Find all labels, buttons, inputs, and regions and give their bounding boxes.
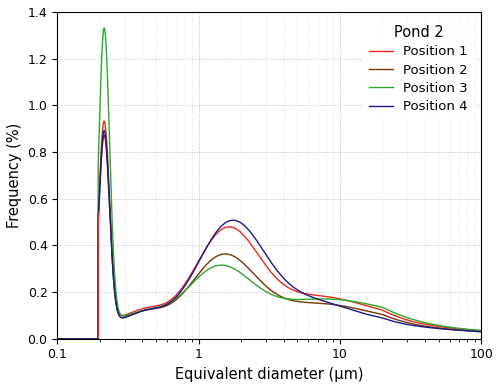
Position 1 bbox=[101, 119, 107, 123]
Position 2 bbox=[217, 252, 223, 257]
X-axis label: Equivalent diameter (μm): Equivalent diameter (μm) bbox=[175, 367, 364, 382]
Position 3 bbox=[54, 336, 60, 341]
Position 2 bbox=[128, 313, 134, 317]
Position 4 bbox=[424, 325, 430, 329]
Position 1 bbox=[102, 126, 108, 131]
Line: Position 1: Position 1 bbox=[57, 121, 481, 339]
Position 4 bbox=[102, 135, 108, 140]
Position 3 bbox=[128, 312, 134, 317]
Position 3 bbox=[424, 321, 430, 326]
Position 4 bbox=[101, 128, 107, 133]
Position 4 bbox=[128, 313, 134, 317]
Line: Position 2: Position 2 bbox=[57, 135, 481, 339]
Position 2 bbox=[101, 133, 107, 137]
Position 2 bbox=[478, 329, 484, 334]
Y-axis label: Frequency (%): Frequency (%) bbox=[7, 123, 22, 228]
Position 1 bbox=[478, 328, 484, 333]
Line: Position 4: Position 4 bbox=[57, 130, 481, 339]
Position 3 bbox=[478, 328, 484, 333]
Position 3 bbox=[101, 26, 107, 30]
Position 2 bbox=[102, 140, 108, 145]
Position 2 bbox=[470, 329, 476, 333]
Line: Position 3: Position 3 bbox=[57, 28, 481, 339]
Position 1 bbox=[470, 328, 476, 332]
Position 3 bbox=[470, 328, 476, 332]
Position 1 bbox=[128, 310, 134, 315]
Position 1 bbox=[54, 336, 60, 341]
Position 4 bbox=[236, 219, 242, 224]
Position 4 bbox=[217, 225, 223, 230]
Position 1 bbox=[236, 228, 242, 233]
Position 4 bbox=[54, 336, 60, 341]
Position 3 bbox=[217, 263, 223, 268]
Position 2 bbox=[424, 324, 430, 329]
Position 3 bbox=[236, 269, 242, 273]
Position 1 bbox=[217, 228, 223, 233]
Position 2 bbox=[236, 257, 242, 261]
Position 4 bbox=[478, 329, 484, 334]
Position 2 bbox=[54, 336, 60, 341]
Position 1 bbox=[424, 322, 430, 327]
Position 4 bbox=[470, 329, 476, 333]
Position 3 bbox=[102, 37, 108, 41]
Legend: Position 1, Position 2, Position 3, Position 4: Position 1, Position 2, Position 3, Posi… bbox=[362, 19, 474, 120]
